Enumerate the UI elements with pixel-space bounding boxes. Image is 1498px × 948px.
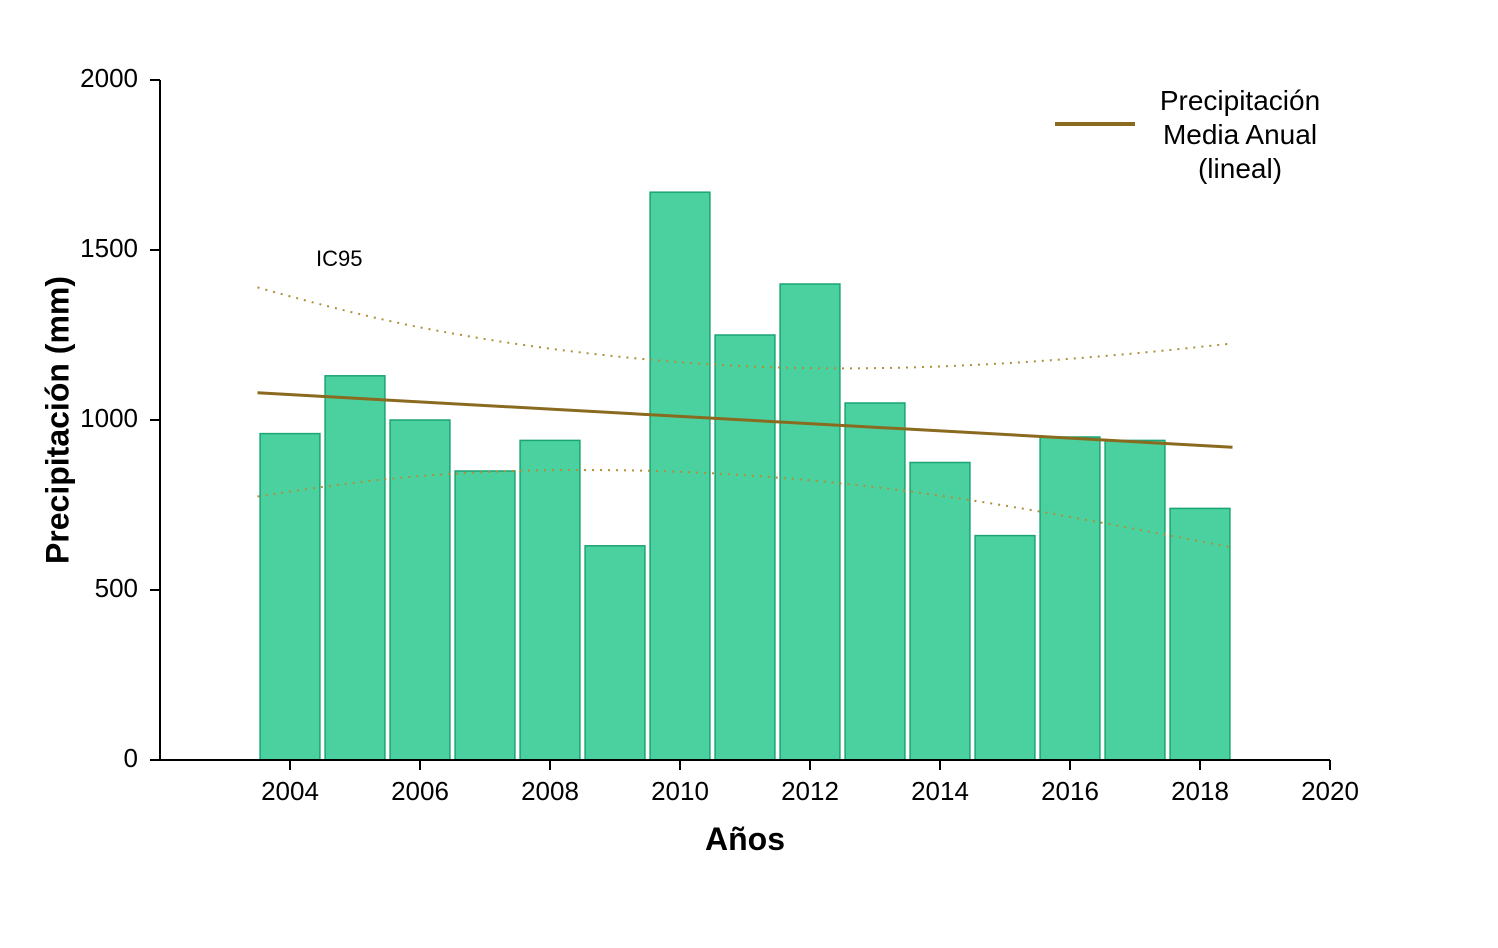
y-axis-title: Precipitación (mm) bbox=[39, 276, 75, 564]
ci-label: IC95 bbox=[316, 246, 362, 271]
x-axis-title: Años bbox=[705, 821, 785, 857]
x-tick-label: 2004 bbox=[261, 776, 319, 806]
legend-text-line: (lineal) bbox=[1198, 153, 1282, 184]
bar-2007 bbox=[455, 471, 515, 760]
y-tick-label: 500 bbox=[95, 573, 138, 603]
bar-2011 bbox=[715, 335, 775, 760]
bar-2005 bbox=[325, 376, 385, 760]
x-tick-label: 2020 bbox=[1301, 776, 1359, 806]
y-tick-label: 1000 bbox=[80, 403, 138, 433]
x-tick-label: 2008 bbox=[521, 776, 579, 806]
x-tick-label: 2018 bbox=[1171, 776, 1229, 806]
bar-2014 bbox=[910, 463, 970, 761]
bar-2009 bbox=[585, 546, 645, 760]
legend-text-line: Precipitación bbox=[1160, 85, 1320, 116]
bar-2004 bbox=[260, 434, 320, 760]
x-tick-label: 2016 bbox=[1041, 776, 1099, 806]
bar-2016 bbox=[1040, 437, 1100, 760]
x-tick-label: 2006 bbox=[391, 776, 449, 806]
chart-svg: IC95 2004 2006 2008 2010 2012 2014 2016 2018 2020… bbox=[0, 0, 1498, 948]
bar-2008 bbox=[520, 440, 580, 760]
x-tick-label: 2012 bbox=[781, 776, 839, 806]
legend-text-line: Media Anual bbox=[1163, 119, 1317, 150]
bar-2017 bbox=[1105, 440, 1165, 760]
x-tick-label: 2014 bbox=[911, 776, 969, 806]
x-tick-label: 2010 bbox=[651, 776, 709, 806]
bar-2012 bbox=[780, 284, 840, 760]
bar-2006 bbox=[390, 420, 450, 760]
precipitation-chart: IC95 2004 2006 2008 2010 2012 2014 2016 2018 2020… bbox=[0, 0, 1498, 948]
bar-2015 bbox=[975, 536, 1035, 760]
y-tick-label: 2000 bbox=[80, 63, 138, 93]
bar-2010 bbox=[650, 192, 710, 760]
bar-2018 bbox=[1170, 508, 1230, 760]
bar-2013 bbox=[845, 403, 905, 760]
y-tick-label: 0 bbox=[124, 743, 138, 773]
y-tick-label: 1500 bbox=[80, 233, 138, 263]
